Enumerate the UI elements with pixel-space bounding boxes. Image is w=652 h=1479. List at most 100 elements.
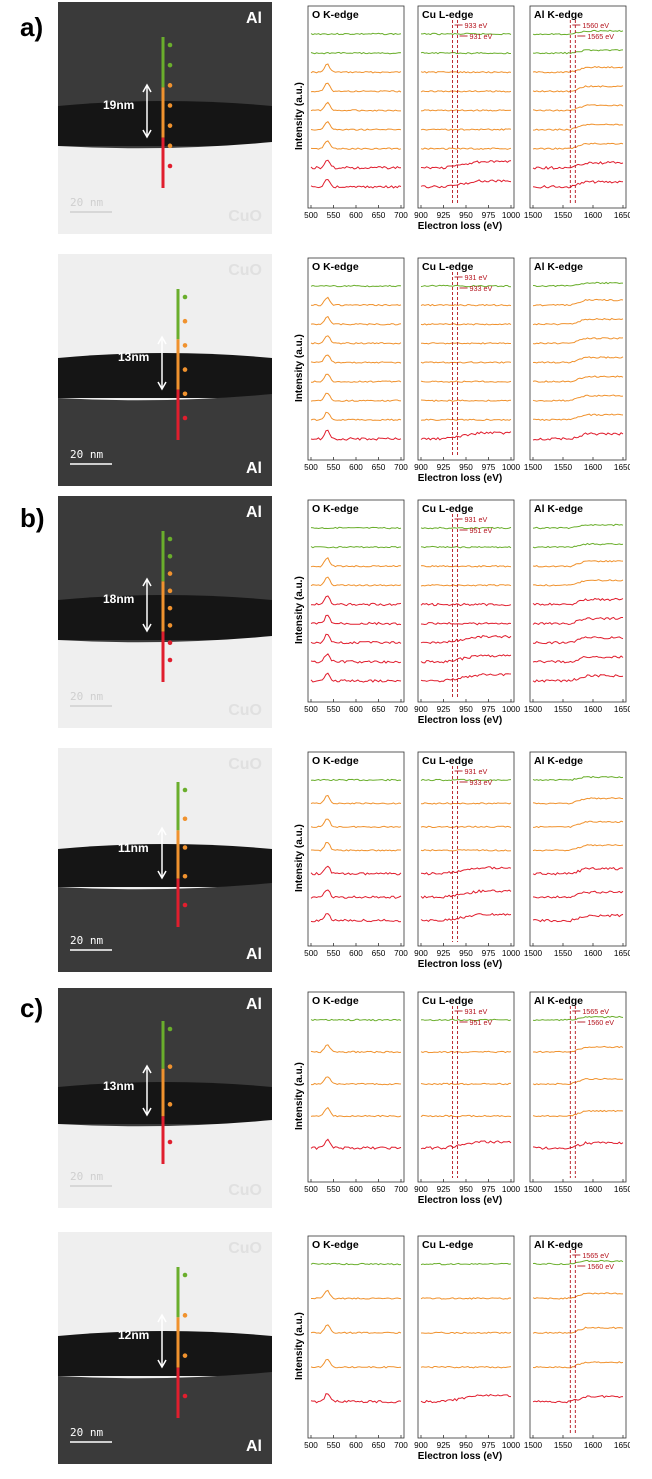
spectrum-line — [532, 1394, 624, 1404]
tick-label: 900 — [414, 211, 428, 220]
spectrum-line — [532, 29, 624, 36]
spectrum-line — [532, 820, 624, 829]
plot-frame-Al — [529, 5, 627, 209]
section-label: c) — [20, 993, 44, 1023]
spectrum-line — [532, 616, 623, 626]
tick-label: 950 — [459, 705, 473, 714]
tick-label: 1650 — [614, 211, 630, 220]
spectrum-line — [311, 595, 402, 607]
y-axis-title: Intensity (a.u.) — [294, 334, 305, 402]
spectrum-line — [310, 429, 402, 441]
spectrum-line — [532, 775, 624, 782]
plot-frame-Cu — [417, 257, 515, 461]
plot-frame-Al — [529, 1235, 627, 1439]
spectrum-line — [532, 1015, 624, 1022]
probe-dot — [182, 873, 188, 879]
spectrum-line — [310, 614, 402, 626]
tick-label: 1500 — [524, 463, 543, 472]
tick-label: 975 — [482, 1185, 496, 1194]
tick-label: 900 — [414, 705, 428, 714]
tick-label: 500 — [304, 705, 318, 714]
material-label-top: Al — [246, 504, 262, 521]
spectrum-line — [532, 1077, 624, 1086]
probe-dot — [167, 163, 173, 169]
x-axis-title: Electron loss (eV) — [418, 1451, 502, 1462]
energy-annotation: 933 eV — [470, 284, 493, 293]
eels-spectra-row: Intensity (a.u.) O K-edge 500 550 600 650 700 C… — [294, 1235, 630, 1462]
probe-dot — [182, 294, 188, 300]
tick-label: 1500 — [524, 1441, 543, 1450]
spectrum-line — [532, 142, 624, 150]
spectrum-line — [420, 431, 512, 441]
section-label: a) — [20, 12, 44, 42]
spectrum-line — [420, 849, 512, 852]
energy-annotation: 1560 eV — [582, 21, 609, 30]
energy-annotation: 931 eV — [465, 1007, 488, 1016]
tick-label: 1000 — [502, 211, 521, 220]
energy-annotation: 1560 eV — [587, 1018, 614, 1027]
tick-label: 1650 — [614, 949, 630, 958]
spectrum-line — [310, 913, 402, 923]
spectrum-line — [420, 584, 512, 587]
edge-title: Al K-edge — [534, 755, 583, 767]
spectrum-line — [420, 284, 512, 288]
spectrum-line — [421, 32, 512, 36]
thickness-label: 18nm — [103, 592, 135, 606]
probe-dot — [182, 415, 188, 421]
spectrum-line — [310, 51, 402, 55]
material-label-bottom: Al — [246, 946, 262, 963]
tick-label: 500 — [304, 949, 318, 958]
material-label-bottom: CuO — [228, 702, 262, 719]
tick-label: 975 — [482, 1441, 496, 1450]
material-label-top: CuO — [228, 1240, 262, 1257]
spectrum-line — [310, 1358, 402, 1369]
probe-dot — [167, 605, 173, 611]
tick-label: 975 — [482, 211, 496, 220]
spectrum-line — [420, 51, 511, 55]
spectrum-line — [532, 674, 624, 683]
spectrum-line — [310, 411, 402, 422]
energy-annotation: 951 eV — [470, 1018, 493, 1027]
tick-label: 600 — [349, 705, 363, 714]
spectrum-line — [310, 545, 402, 549]
scale-bar-label: 20 nm — [70, 1426, 104, 1439]
spectrum-line — [310, 392, 402, 402]
plot-frame-Cu — [417, 751, 515, 947]
spectrum-line — [310, 284, 402, 288]
spectrum-line — [310, 865, 402, 876]
energy-annotation: 931 eV — [465, 515, 488, 524]
spectrum-line — [532, 597, 624, 606]
tick-label: 650 — [372, 1185, 386, 1194]
probe-dot — [167, 553, 173, 559]
spectrum-line — [532, 49, 624, 55]
probe-dot — [182, 787, 188, 793]
spectrum-line — [310, 315, 402, 326]
tick-label: 600 — [349, 1185, 363, 1194]
spectrum-line — [420, 602, 512, 607]
probe-dot — [167, 536, 173, 542]
spectrum-line — [310, 778, 402, 782]
spectrum-line — [420, 1082, 511, 1086]
thickness-label: 13nm — [118, 350, 150, 364]
spectrum-line — [311, 1076, 402, 1086]
tick-label: 1550 — [554, 463, 573, 472]
spectrum-line — [532, 655, 624, 664]
material-label-top: CuO — [228, 756, 262, 773]
material-label-top: Al — [246, 996, 262, 1013]
probe-dot — [182, 367, 188, 372]
spectrum-line — [310, 354, 402, 364]
tick-label: 700 — [394, 463, 408, 472]
spectrum-line — [532, 1292, 623, 1300]
probe-dot — [182, 343, 188, 348]
spectrum-line — [420, 621, 512, 626]
spectrum-line — [532, 432, 624, 441]
spectrum-line — [532, 579, 624, 587]
spectrum-line — [420, 866, 512, 876]
spectrum-line — [310, 101, 401, 112]
edge-title: Al K-edge — [534, 261, 583, 273]
tick-label: 950 — [459, 1185, 473, 1194]
tick-label: 500 — [304, 1185, 318, 1194]
tem-image: Al CuO 19nm 20 nm — [58, 2, 272, 234]
spectrum-line — [532, 1259, 624, 1266]
